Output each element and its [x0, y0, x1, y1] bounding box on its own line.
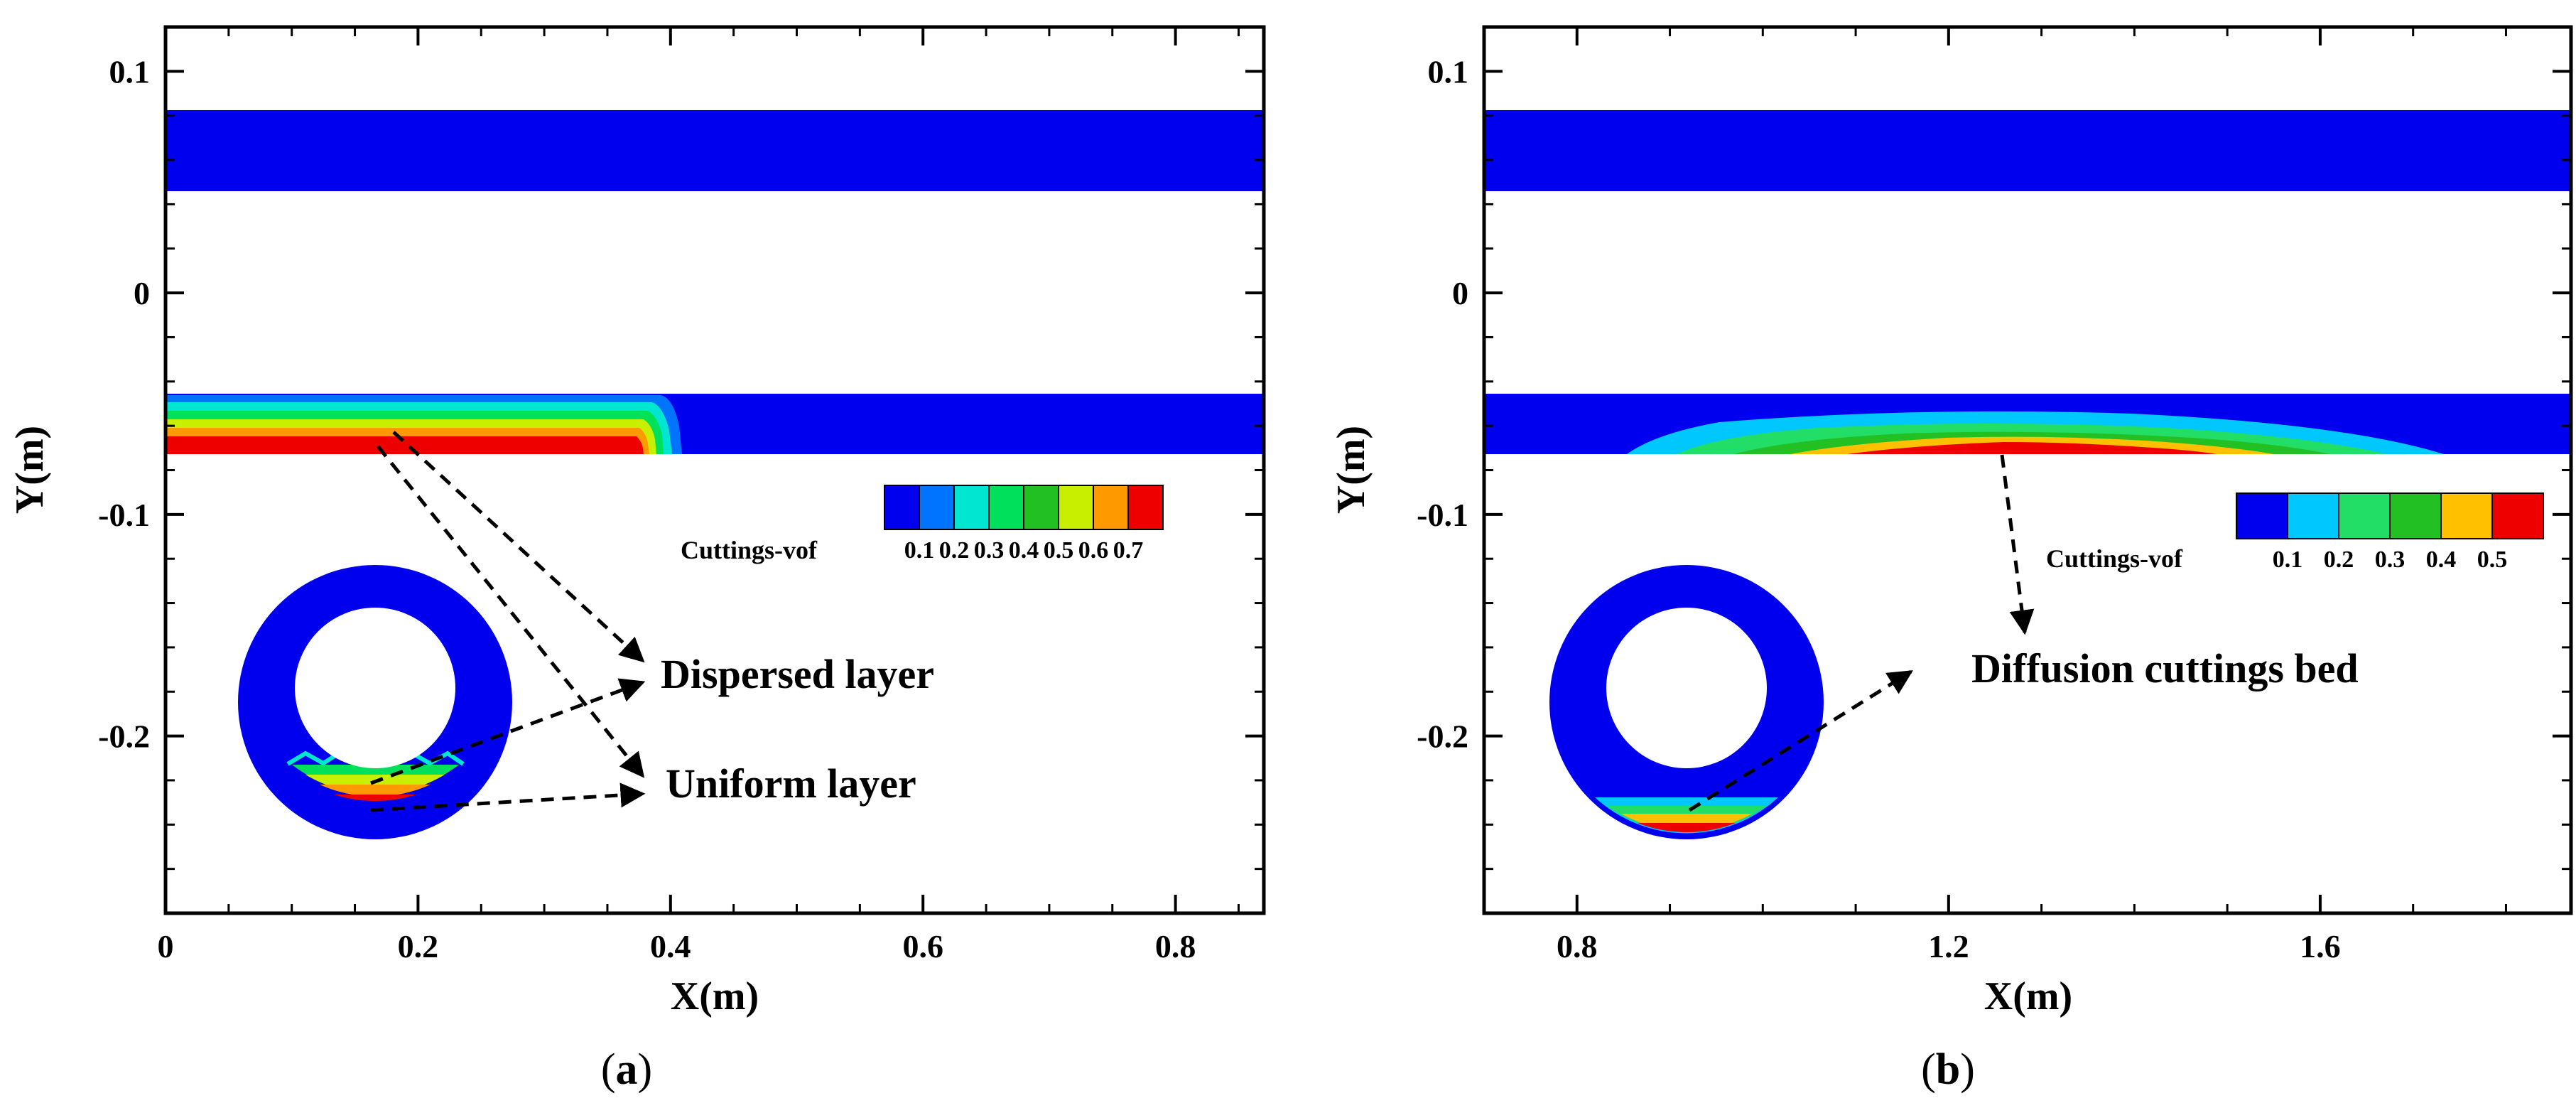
y-tick-label-a: -0.1: [98, 497, 150, 533]
legend-swatch-b: [2440, 493, 2493, 539]
legend-level-label-b: 0.5: [2477, 547, 2508, 573]
x-tick-label-b: 0.8: [1557, 928, 1598, 964]
y-tick-label-a: 0: [134, 275, 150, 311]
x-axis-title-b: X(m): [1984, 974, 2072, 1018]
legend-swatch-a: [1093, 485, 1129, 530]
legend-swatch-a: [1127, 485, 1164, 530]
cuttings-layers-a: [166, 395, 682, 454]
legend-swatch-b: [2287, 493, 2339, 539]
y-tick-label-a: 0.1: [109, 53, 151, 90]
y-tick-label-b: 0.1: [1428, 53, 1469, 90]
x-tick-label-a: 0: [158, 928, 174, 964]
legend-swatch-b: [2338, 493, 2391, 539]
legend-title-b: Cuttings-vof: [2046, 544, 2183, 573]
legend-b: Cuttings-vof 0.1 0.2 0.3 0.4 0.5: [2046, 493, 2544, 573]
caption-b: (b): [1921, 1045, 1975, 1094]
y-tick-label-b: 0: [1452, 275, 1468, 311]
annotation-diffusion-cuttings-bed: Diffusion cuttings bed: [1971, 645, 2359, 691]
cuttings-bed-b: [1627, 411, 2444, 454]
legend-title-a: Cuttings-vof: [681, 536, 818, 564]
upper-band-a: [166, 110, 1264, 191]
plot-area-a: Cuttings-vof 0.1 0.2 0.3 0.4 0.5 0.6 0.7 Dispe…: [166, 110, 1264, 839]
legend-a: Cuttings-vof 0.1 0.2 0.3 0.4 0.5 0.6 0.7: [681, 485, 1164, 564]
x-tick-label-a: 0.8: [1155, 928, 1196, 964]
legend-swatch-a: [988, 485, 1024, 530]
legend-level-label-a: 0.7: [1113, 537, 1144, 564]
panel-a: Cuttings-vof 0.1 0.2 0.3 0.4 0.5 0.6 0.7 Dispe…: [8, 25, 1266, 1094]
upper-band-b: [1484, 110, 2571, 191]
x-tick-label-a: 0.2: [398, 928, 439, 964]
y-axis-title-b: Y(m): [1329, 426, 1373, 514]
legend-swatch-a: [884, 485, 920, 530]
x-tick-label-a: 0.6: [902, 928, 943, 964]
y-tick-label-b: -0.1: [1417, 497, 1468, 533]
legend-level-label-a: 0.1: [904, 537, 935, 564]
axes-b: 0.8 1.2 1.6 0.1 0 -0.1 -0.2: [1417, 26, 2571, 964]
legend-swatch-b: [2236, 493, 2288, 539]
panel-b: Cuttings-vof 0.1 0.2 0.3 0.4 0.5 Diffusion c…: [1329, 25, 2573, 1094]
y-tick-label-b: -0.2: [1417, 718, 1468, 755]
axes-a: 0 0.2 0.4 0.6 0.8 0.1 0 -0.1 -0.2: [98, 26, 1264, 964]
legend-level-label-b: 0.1: [2273, 547, 2303, 573]
legend-level-label-a: 0.5: [1044, 537, 1074, 564]
legend-swatch-a: [919, 485, 955, 530]
legend-swatch-a: [1058, 485, 1094, 530]
annotation-uniform-layer: Uniform layer: [666, 760, 916, 807]
caption-a: (a): [601, 1045, 652, 1094]
annotations-a: Dispersed layer Uniform layer: [370, 431, 934, 812]
plot-area-b: Cuttings-vof 0.1 0.2 0.3 0.4 0.5 Diffusion c…: [1484, 110, 2571, 839]
legend-level-label-a: 0.2: [939, 537, 970, 564]
legend-level-label-b: 0.3: [2375, 547, 2405, 573]
legend-level-label-b: 0.4: [2426, 547, 2457, 573]
annulus-cross-section-a: [238, 565, 512, 839]
legend-swatch-a: [1023, 485, 1059, 530]
legend-level-label-a: 0.4: [1009, 537, 1039, 564]
x-tick-label-b: 1.2: [1928, 928, 1969, 964]
annulus-cross-section-b: [1549, 565, 1824, 839]
x-tick-label-b: 1.6: [2300, 928, 2341, 964]
legend-swatch-b: [2389, 493, 2442, 539]
legend-level-label-a: 0.6: [1078, 537, 1109, 564]
x-tick-label-a: 0.4: [650, 928, 691, 964]
x-axis-title-a: X(m): [671, 974, 759, 1018]
y-axis-title-a: Y(m): [8, 426, 52, 514]
legend-level-label-b: 0.2: [2324, 547, 2354, 573]
legend-swatch-a: [953, 485, 990, 530]
annotations-b: Diffusion cuttings bed: [1688, 454, 2359, 812]
annotation-dispersed-layer: Dispersed layer: [661, 651, 934, 697]
legend-swatch-b: [2491, 493, 2544, 539]
legend-level-label-a: 0.3: [974, 537, 1005, 564]
y-tick-label-a: -0.2: [98, 718, 150, 755]
